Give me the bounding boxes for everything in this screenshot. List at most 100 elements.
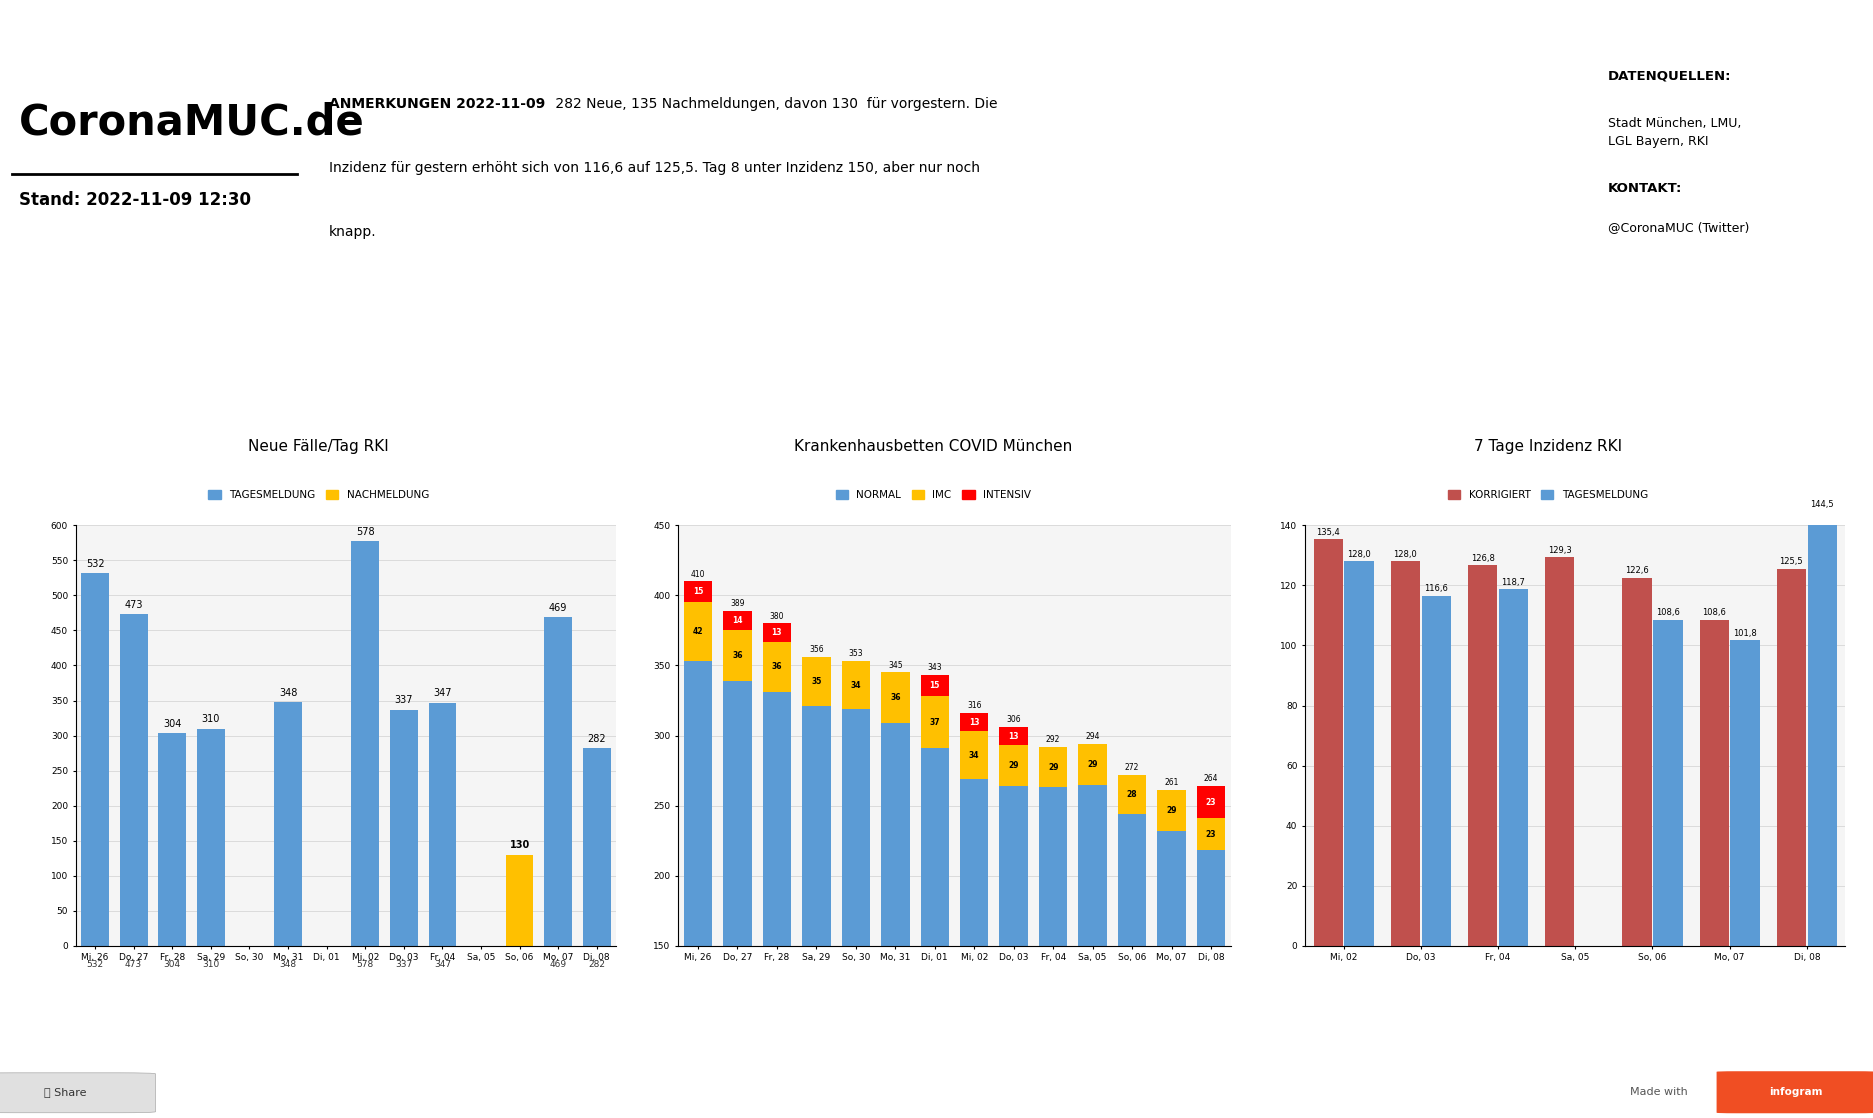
Bar (1038, 747, 1068, 787)
Text: 42: 42 (693, 627, 702, 636)
Bar (1622, 578, 1650, 946)
Bar (723, 681, 751, 1118)
FancyBboxPatch shape (1716, 1071, 1873, 1114)
Text: 264  12  23: 264 12 23 (996, 318, 1187, 347)
Bar (920, 748, 948, 1118)
Bar (1197, 818, 1225, 851)
Text: 29: 29 (1047, 762, 1058, 771)
Text: 29: 29 (1165, 806, 1176, 815)
Bar (802, 657, 830, 707)
Bar (723, 610, 751, 631)
Text: +410: +410 (103, 318, 210, 351)
Text: 35: 35 (811, 678, 820, 686)
Text: 469: 469 (549, 959, 566, 968)
Bar (1118, 814, 1146, 1118)
Bar (120, 614, 148, 946)
Legend: TAGESMELDUNG, NACHMELDUNG: TAGESMELDUNG, NACHMELDUNG (204, 485, 433, 504)
Text: 13: 13 (772, 628, 781, 637)
Text: 292: 292 (1045, 735, 1060, 743)
Text: 101,8: 101,8 (1733, 628, 1757, 637)
Text: Neue Fälle/Tag RKI: Neue Fälle/Tag RKI (247, 439, 390, 454)
Bar (81, 574, 109, 946)
Text: 128,0: 128,0 (1347, 550, 1371, 559)
Bar (157, 732, 185, 946)
Bar (1077, 785, 1107, 1118)
Bar (1807, 512, 1836, 946)
Text: 13: 13 (1008, 732, 1019, 741)
Bar (1498, 589, 1526, 946)
Text: 304: 304 (163, 959, 180, 968)
Text: 272: 272 (1124, 762, 1139, 773)
Bar (998, 727, 1028, 746)
Text: 128,0: 128,0 (1394, 550, 1416, 559)
Text: ⧉ Share: ⧉ Share (45, 1087, 86, 1097)
Text: 348: 348 (279, 959, 296, 968)
Text: 108,6: 108,6 (1701, 608, 1725, 617)
Text: 13: 13 (968, 718, 980, 727)
Bar (1699, 619, 1729, 946)
Bar (684, 661, 712, 1118)
Bar (1197, 786, 1225, 818)
Bar (197, 729, 225, 946)
Text: 7 Tages Durchschnitt der Summe RKI vor 10 Tagen |: 7 Tages Durchschnitt der Summe RKI vor 1… (262, 1026, 637, 1040)
Text: 316: 316 (966, 701, 981, 710)
Bar (1652, 619, 1682, 946)
Text: 347: 347 (433, 689, 451, 699)
Text: 473: 473 (125, 959, 142, 968)
Text: 343: 343 (927, 663, 942, 673)
Text: 14: 14 (732, 616, 742, 625)
Text: 532: 532 (86, 959, 103, 968)
Bar (1422, 596, 1450, 946)
Text: 294: 294 (1084, 732, 1099, 741)
Text: Gesamt: 2.334: Gesamt: 2.334 (429, 361, 508, 371)
Text: Inzidenz für gestern erhöht sich von 116,6 auf 125,5. Tag 8 unter Inzidenz 150, : Inzidenz für gestern erhöht sich von 116… (328, 161, 980, 176)
Bar (762, 624, 790, 642)
Bar (684, 603, 712, 661)
Text: Aktuell Infizierte: Aktuell Infizierte (1032, 1026, 1163, 1040)
Bar (762, 692, 790, 1118)
Bar (920, 697, 948, 748)
Text: 282 Neue, 135 Nachmeldungen, davon 130  für vorgestern. Die: 282 Neue, 135 Nachmeldungen, davon 130 f… (551, 97, 996, 112)
Text: Quelle: CoronaMUC
LMU: 0,66 2022-11-08: Quelle: CoronaMUC LMU: 0,66 2022-11-08 (1347, 349, 1463, 371)
Text: 144,5: 144,5 (1809, 501, 1834, 510)
Bar (543, 617, 571, 946)
Bar (998, 786, 1028, 1118)
Text: 389: 389 (730, 599, 744, 608)
Text: 36: 36 (772, 662, 781, 672)
Bar (1118, 775, 1146, 814)
Bar (959, 779, 987, 1118)
Text: 310: 310 (202, 959, 219, 968)
FancyBboxPatch shape (0, 1073, 155, 1112)
Bar (350, 541, 378, 946)
Text: 37: 37 (929, 718, 940, 727)
Bar (1038, 787, 1068, 1118)
Text: 282: 282 (586, 735, 605, 743)
Bar (1776, 569, 1806, 946)
Text: 28: 28 (1126, 790, 1137, 799)
Bar (841, 709, 869, 1118)
Text: 116,6: 116,6 (1423, 585, 1448, 594)
Text: Krankenhausbetten COVID München: Krankenhausbetten COVID München (794, 439, 1071, 454)
Text: 261: 261 (1163, 778, 1178, 787)
Bar (429, 702, 455, 946)
Bar (506, 854, 534, 946)
Text: CoronaMUC.de: CoronaMUC.de (19, 102, 363, 144)
Bar (762, 642, 790, 692)
Text: REPRODUKTIONSWERT: REPRODUKTIONSWERT (1337, 280, 1472, 290)
Text: 125,5: 125,5 (1779, 558, 1802, 567)
Text: 108,6: 108,6 (1656, 608, 1678, 617)
Text: TODESFÄLLE: TODESFÄLLE (431, 280, 506, 291)
Bar (684, 581, 712, 603)
Text: @CoronaMUC (Twitter): @CoronaMUC (Twitter) (1607, 220, 1748, 234)
Text: Di-Sa, nicht nach
Feiertagen: Di-Sa, nicht nach Feiertagen (1673, 349, 1761, 371)
Legend: NORMAL, IMC, INTENSIV: NORMAL, IMC, INTENSIV (832, 485, 1034, 504)
Text: 15: 15 (693, 587, 702, 596)
Text: 578: 578 (356, 527, 375, 537)
Bar (920, 675, 948, 697)
Text: 129,3: 129,3 (1547, 546, 1571, 555)
Text: : Summe RKI heute minus Genesene: : Summe RKI heute minus Genesene (1300, 1026, 1553, 1040)
Text: 3.782: 3.782 (723, 318, 837, 351)
Bar (1545, 558, 1573, 946)
Text: 36: 36 (890, 693, 901, 702)
Bar (1197, 851, 1225, 1118)
